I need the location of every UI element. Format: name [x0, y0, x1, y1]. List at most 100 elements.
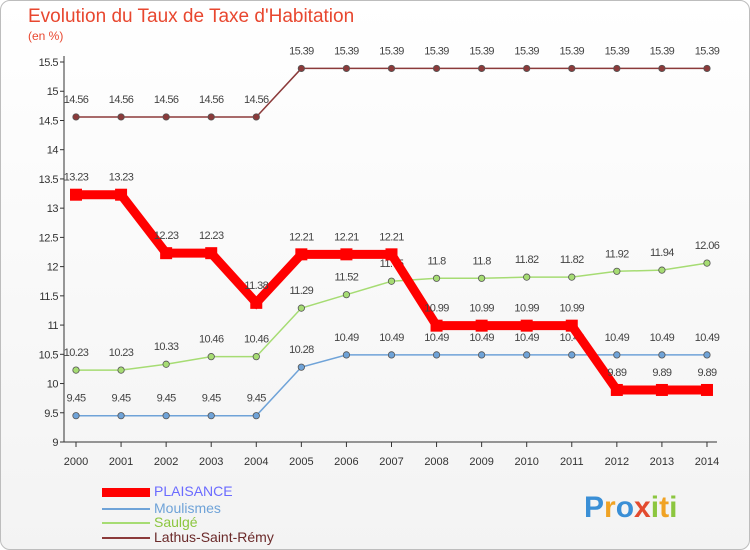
x-tick-label: 2003	[199, 456, 223, 468]
y-tick-label: 15	[47, 86, 59, 98]
data-point	[252, 412, 260, 420]
data-point	[385, 248, 398, 261]
x-tick-label: 2004	[244, 456, 268, 468]
y-tick-label: 11.5	[39, 291, 58, 303]
data-label: 10.99	[514, 303, 539, 315]
data-point	[478, 351, 486, 359]
data-point	[70, 188, 82, 201]
data-point	[160, 247, 173, 260]
legend-label-saulge: Saulgé	[154, 514, 198, 530]
data-point	[703, 351, 711, 359]
x-tick-label: 2014	[695, 456, 719, 468]
data-label: 9.45	[112, 393, 131, 405]
data-label: 15.39	[289, 45, 314, 57]
y-tick-label: 12	[47, 262, 59, 274]
data-label: 11.38	[244, 280, 268, 292]
data-point	[700, 383, 713, 396]
y-tick-label: 14	[47, 145, 59, 157]
data-point	[117, 366, 125, 374]
x-tick-label: 2012	[605, 456, 629, 468]
x-tick-label: 2001	[109, 456, 133, 468]
x-tick-label: 2000	[64, 456, 88, 468]
data-label: 11.52	[335, 272, 359, 284]
data-label: 10.49	[424, 332, 449, 344]
y-tick-label: 13.5	[39, 174, 59, 186]
data-label: 12.23	[199, 230, 224, 242]
data-label: 14.56	[199, 94, 224, 106]
data-label: 15.39	[469, 45, 494, 57]
data-point	[207, 353, 215, 361]
legend-label-lathus: Lathus-Saint-Rémy	[154, 529, 274, 545]
data-point	[432, 64, 441, 73]
unit-label: (en %)	[28, 29, 64, 43]
data-label: 15.39	[514, 45, 539, 57]
x-tick-label: 2010	[514, 456, 538, 468]
x-tick-label: 2008	[424, 456, 448, 468]
logo-letter: r	[604, 491, 616, 524]
x-tick-label: 2013	[650, 456, 674, 468]
logo-letter: x	[634, 491, 651, 524]
data-label: 10.28	[289, 344, 314, 356]
data-point	[115, 188, 128, 201]
data-label: 11.8	[427, 255, 446, 267]
legend-swatch-saulge	[102, 522, 150, 524]
data-label: 12.23	[154, 230, 179, 242]
data-point	[703, 64, 711, 73]
data-label: 9.45	[247, 393, 266, 405]
data-point	[297, 304, 305, 312]
data-label: 10.49	[379, 332, 404, 344]
x-tick-label: 2006	[334, 456, 358, 468]
data-point	[430, 319, 443, 332]
y-tick-label: 12.5	[39, 232, 59, 244]
data-label: 10.33	[154, 341, 179, 353]
data-label: 11.8	[473, 255, 492, 267]
chart-title: Evolution du Taux de Taxe d'Habitation	[28, 6, 355, 27]
y-tick-label: 9	[52, 437, 58, 449]
data-point	[655, 383, 668, 396]
data-point	[117, 412, 125, 420]
data-label: 10.23	[64, 347, 89, 359]
data-point	[613, 267, 621, 275]
data-point	[523, 64, 531, 73]
data-label: 13.23	[109, 172, 134, 184]
data-point	[295, 248, 308, 261]
data-label: 10.99	[469, 303, 494, 315]
data-point	[207, 113, 215, 121]
series-line	[76, 190, 707, 395]
data-point	[475, 319, 488, 332]
y-tick-label: 15.5	[39, 57, 59, 69]
series-line	[76, 67, 707, 118]
data-point	[565, 319, 578, 332]
data-point	[72, 113, 80, 121]
data-label: 10.99	[424, 303, 449, 315]
data-label: 15.39	[605, 45, 630, 57]
data-point	[72, 366, 80, 374]
logo-letter: o	[615, 491, 635, 524]
legend-label-moulismes: Moulismes	[154, 500, 221, 516]
logo-letter: i	[650, 491, 660, 524]
y-tick-label: 9.5	[44, 408, 58, 420]
data-point	[297, 363, 305, 371]
data-label: 10.49	[469, 332, 494, 344]
legend-label-plaisance: PLAISANCE	[154, 483, 233, 499]
data-label: 10.49	[695, 332, 720, 344]
data-label: 11.82	[560, 254, 584, 266]
data-point	[478, 274, 486, 282]
legend-swatch-moulismes	[102, 508, 150, 510]
data-label: 14.56	[109, 94, 134, 106]
data-label: 15.39	[379, 45, 404, 57]
data-point	[340, 248, 353, 261]
data-label: 11.94	[650, 247, 674, 259]
data-label: 13.23	[64, 172, 89, 184]
data-point	[250, 296, 263, 309]
data-point	[613, 351, 621, 359]
data-point	[387, 277, 396, 285]
x-tick-label: 2005	[289, 456, 313, 468]
data-label: 9.89	[607, 367, 626, 379]
data-point	[252, 113, 260, 121]
data-point	[658, 64, 666, 73]
legend-swatch-plaisance	[102, 488, 150, 497]
data-point	[387, 351, 396, 359]
data-point	[523, 351, 531, 359]
